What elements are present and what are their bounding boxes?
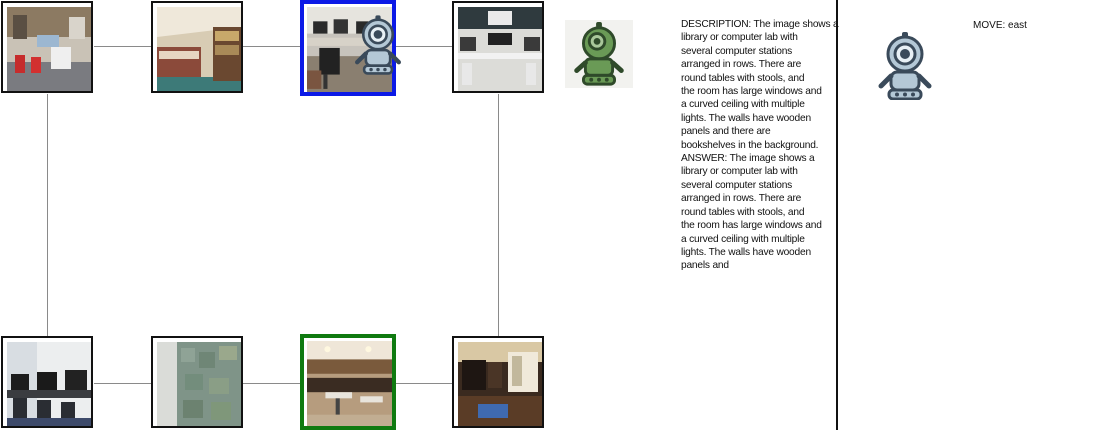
room-tile-bottom-4[interactable]	[452, 336, 544, 428]
room-image-computer-lab	[307, 7, 392, 92]
edge-top-2-top-3	[242, 46, 302, 47]
room-tile-bottom-1[interactable]	[1, 336, 93, 428]
edge-top-3-top-4	[396, 46, 454, 47]
room-image-library	[307, 341, 392, 426]
edge-bottom-3-bottom-4	[396, 383, 454, 384]
robot-icon	[878, 32, 932, 100]
edge-top-1-bottom-1	[47, 94, 48, 338]
edge-bottom-2-bottom-3	[242, 383, 302, 384]
room-image-bedroom	[157, 7, 241, 91]
room-image-tiled-wall	[157, 342, 241, 426]
room-tile-top-4[interactable]	[452, 1, 544, 93]
move-label: MOVE: east	[973, 20, 1027, 31]
room-image-dark-room	[458, 342, 542, 426]
robot-icon	[355, 15, 401, 75]
room-image-computer-desks	[458, 7, 542, 91]
edge-top-4-bottom-4	[498, 94, 499, 338]
room-tile-top-1[interactable]	[1, 1, 93, 93]
room-tile-bottom-2[interactable]	[151, 336, 243, 428]
room-image-classroom	[7, 7, 91, 91]
room-graph-map	[0, 0, 548, 430]
panel-divider	[836, 0, 838, 430]
description-answer-text: DESCRIPTION: The image shows a library o…	[681, 19, 839, 272]
edge-bottom-1-bottom-2	[94, 383, 152, 384]
room-tile-bottom-3-goal[interactable]	[300, 334, 396, 430]
green-robot-icon	[565, 20, 633, 88]
edge-top-1-top-2	[94, 46, 152, 47]
room-tile-top-2[interactable]	[151, 1, 243, 93]
room-tile-top-3-current[interactable]	[300, 0, 396, 96]
room-image-computer-room	[7, 342, 91, 426]
